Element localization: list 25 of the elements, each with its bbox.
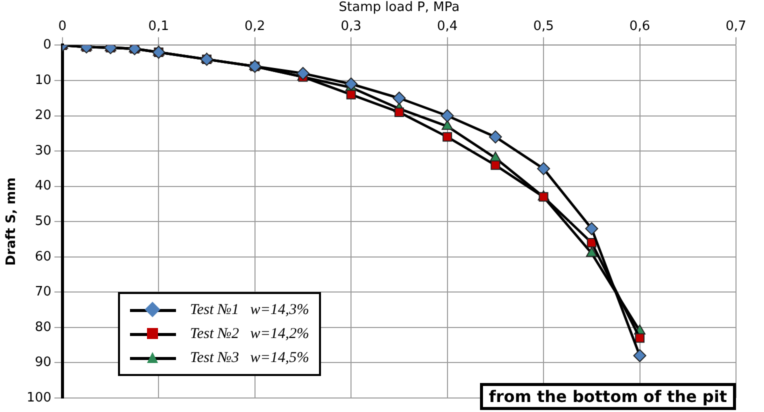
- y-tick-label: 0: [43, 38, 52, 53]
- y-tick-label: 100: [26, 390, 52, 406]
- y-axis-title: Draft S, mm: [4, 177, 20, 266]
- x-tick-label: 0,2: [244, 18, 266, 34]
- x-tick-label: 0: [58, 18, 67, 34]
- x-axis-title: Stamp load P, MPa: [338, 0, 460, 16]
- x-tick-label: 0,6: [629, 18, 650, 34]
- x-tick-label: 0,4: [436, 18, 458, 34]
- legend-label: Test №2 w=14,2%: [190, 326, 310, 342]
- legend-label: Test №3 w=14,5%: [190, 350, 310, 366]
- y-tick-label: 40: [34, 178, 52, 194]
- x-tick-label: 0,5: [533, 18, 554, 34]
- legend-label: Test №1 w=14,3%: [190, 302, 310, 318]
- y-tick-label: 70: [34, 284, 52, 300]
- x-tick-label: 0,7: [726, 18, 746, 34]
- y-tick-label: 80: [34, 320, 52, 335]
- y-tick-label: 20: [34, 108, 52, 124]
- y-tick-label: 50: [34, 214, 52, 229]
- x-tick-label: 0,3: [340, 18, 362, 34]
- y-tick-label: 60: [34, 249, 52, 264]
- y-tick-label: 30: [34, 143, 52, 158]
- annotation: from the bottom of the pit: [480, 383, 736, 410]
- x-tick-label: 0,1: [148, 18, 169, 34]
- y-tick-label: 10: [34, 72, 52, 88]
- y-tick-label: 90: [34, 355, 52, 370]
